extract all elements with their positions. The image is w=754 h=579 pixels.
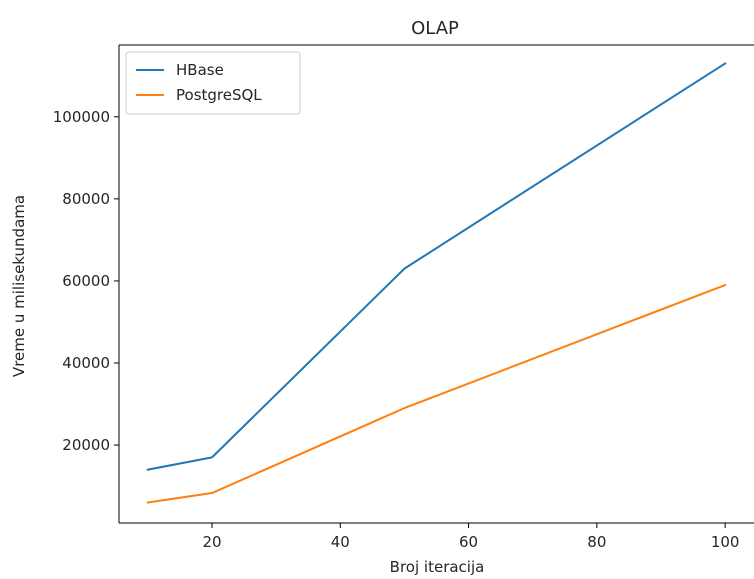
y-tick-label: 60000 [62, 272, 110, 290]
legend-label-postgresql: PostgreSQL [176, 86, 262, 104]
series-line-hbase [146, 62, 727, 471]
y-tick-label: 80000 [62, 190, 110, 208]
chart-title: OLAP [411, 18, 459, 39]
x-tick-label: 20 [202, 533, 221, 551]
y-tick-label: 40000 [62, 354, 110, 372]
series-group [146, 62, 727, 504]
y-tick-label: 100000 [53, 108, 110, 126]
x-axis-ticks: 20 40 60 80 100 [202, 523, 739, 551]
x-tick-label: 60 [459, 533, 478, 551]
plot-area [118, 44, 754, 524]
legend-label-hbase: HBase [176, 61, 224, 79]
y-axis-label: Vreme u milisekundama [10, 195, 28, 377]
x-tick-label: 100 [711, 533, 740, 551]
x-tick-label: 40 [331, 533, 350, 551]
series-line-postgresql [146, 283, 727, 504]
x-axis-label: Broj iteracija [390, 558, 485, 576]
legend: HBase PostgreSQL [125, 51, 301, 115]
legend-box [125, 51, 301, 115]
y-axis-ticks: 20000 40000 60000 80000 100000 [53, 108, 119, 454]
y-tick-label: 20000 [62, 436, 110, 454]
x-tick-label: 80 [587, 533, 606, 551]
